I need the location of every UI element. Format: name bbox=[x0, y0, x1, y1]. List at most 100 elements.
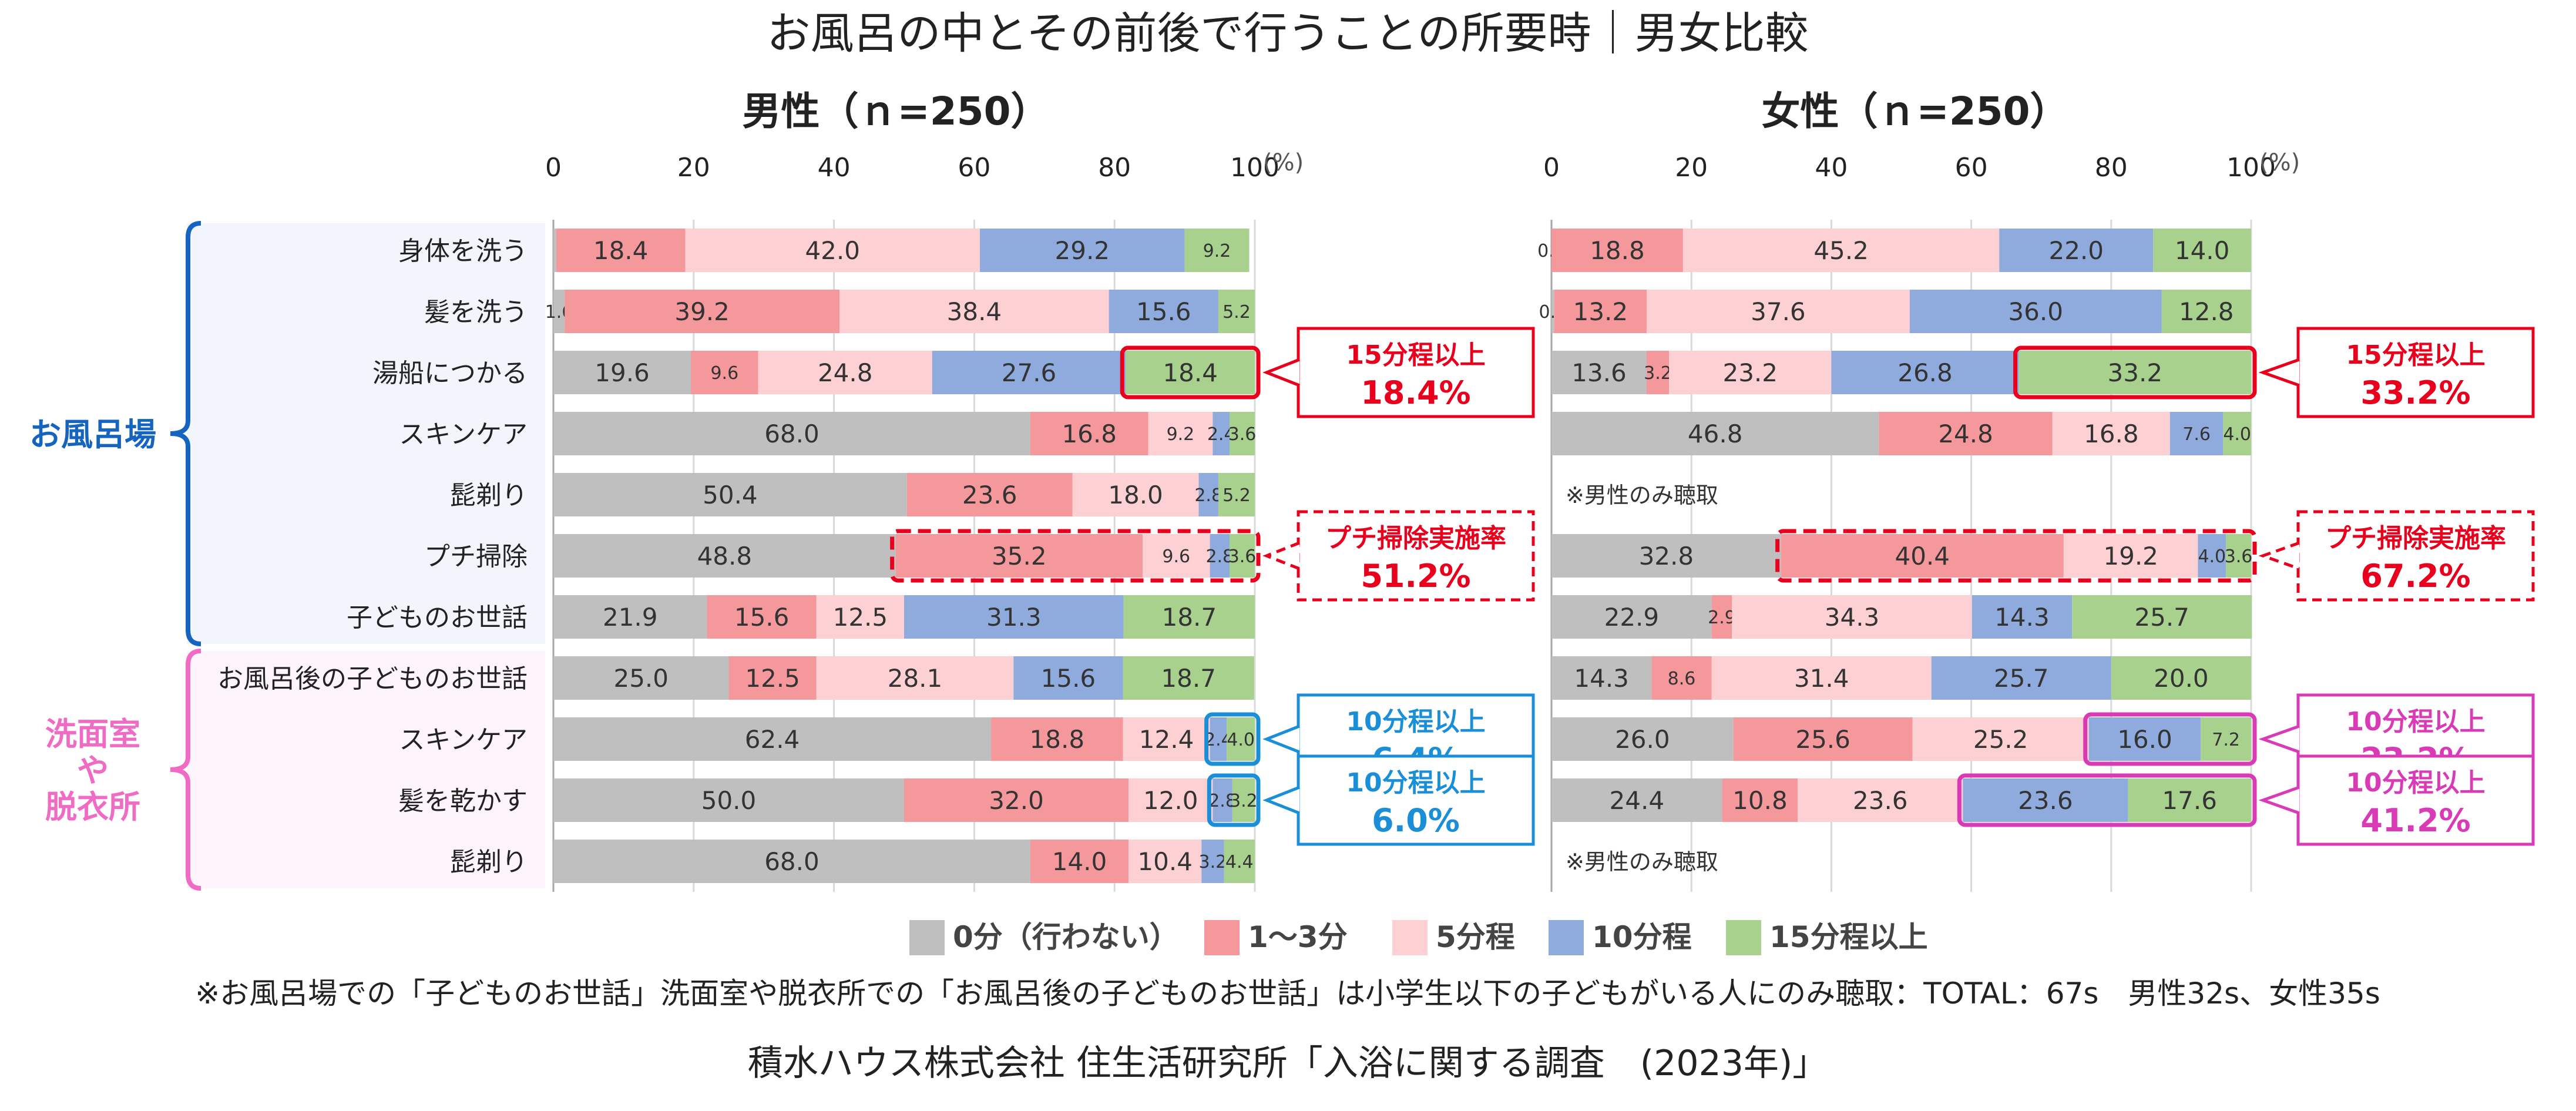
data-label: 25.2 bbox=[1973, 725, 2028, 754]
data-label: 23.6 bbox=[2018, 786, 2073, 815]
bar-segment bbox=[1123, 717, 1210, 761]
bar-segment bbox=[1879, 412, 2053, 455]
bar-segment bbox=[685, 229, 980, 272]
category-label: 髪を乾かす bbox=[398, 786, 528, 816]
data-label: 16.8 bbox=[2084, 419, 2139, 448]
data-label: 21.9 bbox=[603, 603, 658, 632]
data-label: 45.2 bbox=[1813, 236, 1869, 265]
bar-segment bbox=[1198, 473, 1218, 516]
callout-text: 10分程以上 bbox=[2346, 768, 2485, 798]
callout-value: 6.0% bbox=[1372, 802, 1460, 839]
bar-segment bbox=[553, 351, 691, 394]
bar-segment bbox=[1909, 290, 2162, 333]
data-label: 10.8 bbox=[1732, 786, 1788, 815]
data-label: 25.0 bbox=[613, 664, 669, 693]
data-label: 36.0 bbox=[2008, 297, 2063, 326]
data-label: 29.2 bbox=[1055, 236, 1110, 265]
category-label: スキンケア bbox=[399, 419, 528, 449]
bar-segment bbox=[1123, 595, 1255, 639]
callout-pointer bbox=[1262, 724, 1300, 754]
bar-segment bbox=[553, 595, 707, 639]
category-label: 子どものお世話 bbox=[347, 603, 528, 633]
data-label: 32.8 bbox=[1639, 542, 1694, 570]
bar-segment bbox=[895, 534, 1143, 578]
data-label: 15.6 bbox=[734, 603, 790, 632]
legend-label: 0分（行わない） bbox=[953, 920, 1179, 954]
data-label: 9.6 bbox=[710, 363, 738, 384]
data-label: 33.2 bbox=[2108, 358, 2163, 387]
bar-segment bbox=[1201, 840, 1224, 883]
callout-pointer bbox=[2258, 786, 2300, 815]
data-label: 12.0 bbox=[1143, 786, 1198, 815]
legend-swatch bbox=[1204, 920, 1240, 955]
bar-segment bbox=[1831, 351, 2019, 394]
highlight-box bbox=[1204, 712, 1261, 766]
bar-segment bbox=[1963, 778, 2128, 822]
data-label: 2.8 bbox=[1205, 546, 1234, 567]
data-label: 34.3 bbox=[1825, 603, 1880, 632]
data-label: 22.0 bbox=[2048, 236, 2104, 265]
bar-segment bbox=[553, 534, 896, 578]
data-label: 26.8 bbox=[1897, 358, 1953, 387]
data-label: 2.8 bbox=[1208, 791, 1237, 811]
bar-segment bbox=[556, 229, 686, 272]
bar-segment bbox=[553, 778, 904, 822]
bar-segment bbox=[1931, 656, 2111, 700]
data-label: 25.6 bbox=[1795, 725, 1850, 754]
bar-segment bbox=[1013, 656, 1123, 700]
callout-pointer bbox=[2258, 541, 2300, 570]
data-label: 23.6 bbox=[962, 481, 1017, 509]
category-label: スキンケア bbox=[399, 725, 528, 755]
callout-value: 51.2% bbox=[1361, 558, 1470, 595]
legend-swatch bbox=[1392, 920, 1428, 955]
bar-segment bbox=[2161, 290, 2251, 333]
bar-segment bbox=[1733, 717, 1913, 761]
data-label: 40.4 bbox=[1895, 542, 1950, 570]
x-tick-label: 100 bbox=[1230, 153, 1279, 183]
chart-title: お風呂の中とその前後で行うことの所要時｜男女比較 bbox=[767, 8, 1808, 59]
data-label: 3.2 bbox=[1199, 852, 1227, 872]
bar-segment bbox=[1551, 412, 1879, 455]
group-background bbox=[187, 223, 545, 644]
bar-segment bbox=[2052, 412, 2170, 455]
bar-segment bbox=[2072, 595, 2252, 639]
data-label: 7.2 bbox=[2212, 730, 2240, 750]
data-label: 46.8 bbox=[1688, 419, 1743, 448]
bar-segment bbox=[1142, 534, 1210, 578]
bar-segment bbox=[1123, 656, 1254, 700]
bar-segment bbox=[2111, 656, 2251, 700]
bar-segment bbox=[1972, 595, 2073, 639]
legend-label: 15分程以上 bbox=[1769, 920, 1928, 954]
data-label: 8.6 bbox=[1668, 669, 1696, 689]
bar-segment bbox=[1551, 229, 1683, 272]
data-label: 38.4 bbox=[947, 297, 1002, 326]
data-label: 13.2 bbox=[1573, 297, 1628, 326]
data-label: 15.6 bbox=[1041, 664, 1096, 693]
callout-pointer bbox=[1262, 358, 1300, 387]
bar-segment bbox=[1711, 656, 1932, 700]
x-tick-label: 0 bbox=[1543, 153, 1560, 183]
callout-pointer bbox=[2258, 358, 2300, 387]
bar-segment bbox=[1551, 351, 1647, 394]
group-bracket bbox=[170, 649, 201, 891]
data-label: 62.4 bbox=[745, 725, 800, 754]
x-tick-label: 20 bbox=[1675, 153, 1708, 183]
bar-segment bbox=[1184, 229, 1250, 272]
bar-segment bbox=[1109, 290, 1218, 333]
bar-segment bbox=[1148, 412, 1213, 455]
bar-segment bbox=[816, 595, 904, 639]
data-label: 4.4 bbox=[1225, 852, 1254, 872]
highlight-box bbox=[890, 529, 1261, 583]
bar-segment bbox=[906, 473, 1073, 516]
highlight-box bbox=[1207, 773, 1261, 827]
bar-segment bbox=[2201, 717, 2251, 761]
bar-segment bbox=[816, 656, 1014, 700]
x-tick-label: 60 bbox=[1955, 153, 1988, 183]
data-label: 24.8 bbox=[1938, 419, 1993, 448]
bar-segment bbox=[1912, 717, 2089, 761]
bar-segment bbox=[1224, 840, 1255, 883]
footnote: ※お風呂場での「子どものお世話」洗面室や脱衣所での「お風呂後の子どものお世話」は… bbox=[195, 976, 2380, 1011]
bar-segment bbox=[2153, 229, 2251, 272]
data-label: 3.2 bbox=[1230, 791, 1258, 811]
